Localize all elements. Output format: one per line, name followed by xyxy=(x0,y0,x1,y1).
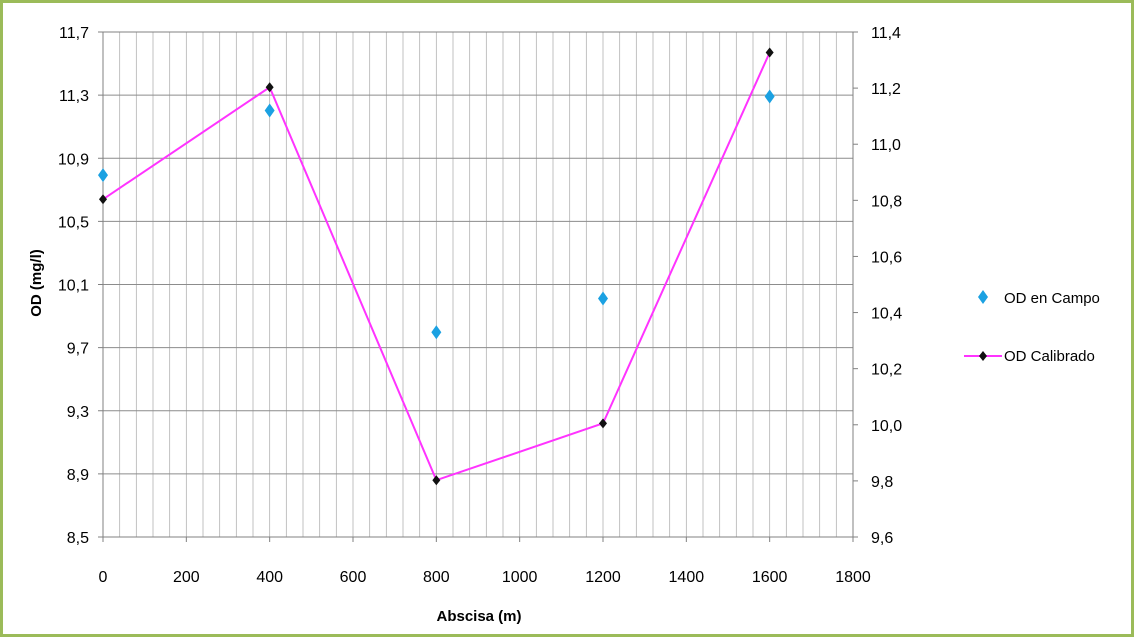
left-tick-label: 8,9 xyxy=(67,467,89,484)
od-calibrado-point xyxy=(599,418,607,429)
od-en-campo-point xyxy=(764,89,775,104)
od-calibrado-point xyxy=(432,475,441,486)
x-tick-label: 1600 xyxy=(752,569,788,586)
legend-label-od-calibrado: OD Calibrado xyxy=(1004,348,1095,365)
left-tick-label: 8,5 xyxy=(67,530,89,547)
left-tick-label: 9,7 xyxy=(67,341,89,358)
x-tick-label: 600 xyxy=(340,569,367,586)
left-tick-label: 10,9 xyxy=(58,151,89,168)
od-calibrado-point xyxy=(765,47,774,58)
od-en-campo-point xyxy=(264,103,275,118)
right-tick-label: 10,2 xyxy=(871,362,902,379)
right-tick-label: 9,6 xyxy=(871,530,893,547)
right-tick-label: 10,4 xyxy=(871,306,902,323)
od-en-campo-point xyxy=(598,291,608,306)
legend-label-od-en-campo: OD en Campo xyxy=(1004,290,1100,307)
x-tick-label: 1800 xyxy=(835,569,871,586)
series xyxy=(98,47,775,486)
x-tick-label: 200 xyxy=(173,569,200,586)
right-tick-label: 10,0 xyxy=(871,418,902,435)
left-tick-label: 10,1 xyxy=(58,278,89,295)
right-tick-label: 11,4 xyxy=(871,25,901,42)
left-tick-label: 11,3 xyxy=(59,88,89,105)
right-tick-label: 10,8 xyxy=(871,193,902,210)
left-tick-label: 9,3 xyxy=(67,404,89,421)
x-tick-label: 1000 xyxy=(502,569,538,586)
legend: OD en Campo OD Calibrado xyxy=(964,290,1100,365)
x-tick-label: 1200 xyxy=(585,569,621,586)
od-en-campo-point xyxy=(98,168,108,183)
legend-marker-od-calibrado xyxy=(979,351,987,361)
right-axis: 9,6 9,8 10,0 10,2 10,4 10,6 10,8 11,0 11,2 11,4 xyxy=(853,25,902,547)
od-calibrado-point xyxy=(265,82,274,93)
grid xyxy=(103,32,853,537)
left-tick-label: 10,5 xyxy=(58,214,89,231)
left-tick-label: 11,7 xyxy=(59,25,89,42)
od-en-campo-point xyxy=(431,325,442,340)
legend-marker-od-en-campo xyxy=(978,290,988,304)
right-tick-label: 11,0 xyxy=(871,137,901,154)
y-axis-title: OD (mg/l) xyxy=(28,249,45,317)
od-calibrado-point xyxy=(99,194,107,205)
x-tick-label: 800 xyxy=(423,569,450,586)
x-axis-title: Abscisa (m) xyxy=(436,608,521,625)
x-tick-label: 1400 xyxy=(669,569,705,586)
x-tick-label: 400 xyxy=(256,569,283,586)
right-tick-label: 9,8 xyxy=(871,474,893,491)
x-tick-label: 0 xyxy=(99,569,108,586)
right-tick-label: 11,2 xyxy=(871,81,901,98)
left-axis: 8,5 8,9 9,3 9,7 10,1 10,5 10,9 11,3 11,7 xyxy=(58,25,103,547)
right-tick-label: 10,6 xyxy=(871,249,902,266)
x-axis: 0 200 400 600 800 1000 1200 1400 1600 1800 xyxy=(99,537,871,586)
